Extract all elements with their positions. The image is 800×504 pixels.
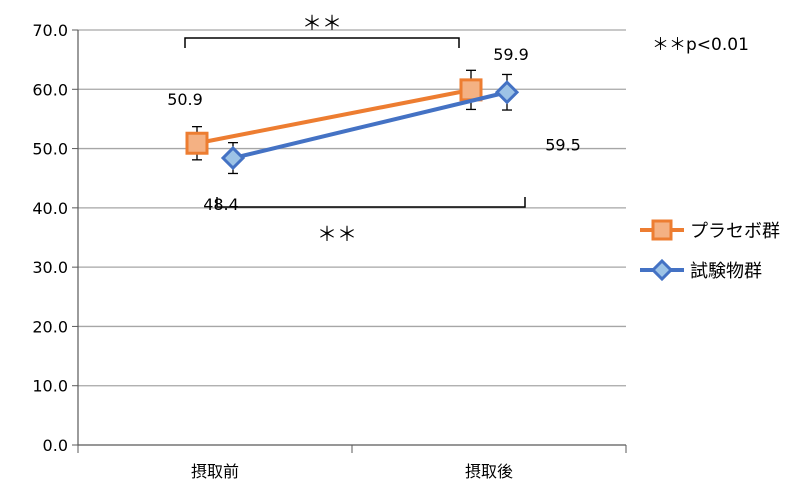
legend-item: プラセボ群 bbox=[640, 219, 780, 242]
data-point bbox=[494, 80, 520, 105]
y-tick-label: 60.0 bbox=[32, 80, 68, 99]
y-tick-label: 0.0 bbox=[43, 436, 68, 455]
axes: 0.0 10.0 20.0 30.0 40.0 50.0 60.0 70.0 摂取前 摂取後 bbox=[32, 21, 627, 481]
y-tick-label: 40.0 bbox=[32, 199, 68, 218]
legend-marker bbox=[650, 258, 674, 282]
data-point bbox=[220, 145, 246, 171]
data-label: 48.4 bbox=[203, 195, 239, 214]
significance-mark: ＊＊ bbox=[302, 11, 342, 35]
x-tick-label: 摂取後 bbox=[465, 462, 513, 481]
significance-mark: ＊＊ bbox=[317, 222, 357, 246]
y-tick-label: 50.0 bbox=[32, 140, 68, 159]
significance-note: ＊＊p<0.01 bbox=[652, 35, 749, 55]
legend-label: 試験物群 bbox=[690, 261, 762, 282]
data-labels: 50.9 59.9 48.4 59.5 bbox=[167, 45, 581, 214]
legend-item: 試験物群 bbox=[640, 258, 762, 282]
series-placebo bbox=[185, 69, 483, 161]
y-tick-label: 30.0 bbox=[32, 258, 68, 277]
gridlines bbox=[78, 29, 626, 387]
y-tick-label: 20.0 bbox=[32, 317, 68, 336]
y-tick-label: 70.0 bbox=[32, 21, 68, 40]
bracket-bottom bbox=[216, 197, 526, 208]
data-label: 59.5 bbox=[545, 135, 581, 154]
series bbox=[185, 69, 520, 175]
series-line bbox=[196, 87, 472, 146]
series-line bbox=[232, 90, 508, 161]
y-tick-label: 10.0 bbox=[32, 377, 68, 396]
bracket-top bbox=[184, 37, 460, 48]
data-label: 50.9 bbox=[167, 90, 203, 109]
data-point bbox=[185, 131, 209, 155]
series-test bbox=[220, 73, 520, 175]
significance-brackets: ＊＊ ＊＊ bbox=[184, 11, 526, 246]
data-point bbox=[459, 78, 483, 102]
x-tick-label: 摂取前 bbox=[191, 462, 239, 481]
data-label: 59.9 bbox=[493, 45, 529, 64]
legend-label: プラセボ群 bbox=[690, 221, 780, 242]
legend-marker bbox=[651, 219, 673, 241]
